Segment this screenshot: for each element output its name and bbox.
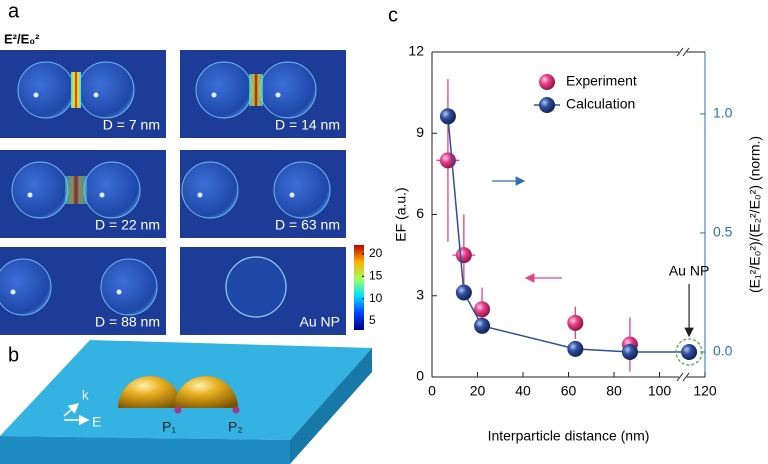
data-point	[455, 284, 472, 301]
particle-field	[0, 258, 52, 316]
hotspot	[10, 289, 16, 295]
hotspot	[116, 289, 122, 295]
particle-field	[259, 61, 317, 119]
y2-axis-label: (E₁²/E₀²)/(E₂²/E₀²) (norm.)	[747, 136, 763, 293]
vector-label: E	[92, 414, 101, 430]
vector-label: k	[82, 387, 89, 402]
legend-label: Calculation	[566, 96, 635, 112]
axis-break	[682, 47, 690, 57]
hotspot	[211, 92, 217, 98]
panel-label: c	[388, 4, 398, 26]
y-axis-label: EF (a.u.)	[393, 187, 409, 241]
legend-label: Experiment	[566, 73, 637, 89]
map-label: Au NP	[300, 314, 340, 330]
particle-field	[100, 258, 158, 316]
y-tick-label: 12	[408, 43, 424, 59]
particle-field	[273, 161, 331, 219]
colorbar-tick-label: 15	[369, 268, 383, 282]
y-tick-label: 0	[416, 368, 424, 384]
panel-label: b	[8, 344, 19, 366]
data-point	[474, 301, 491, 318]
y2-tick-label: 0.5	[713, 224, 733, 240]
hotspot	[275, 92, 281, 98]
particle-field	[77, 61, 135, 119]
axis-break	[676, 372, 684, 382]
particle-field	[195, 61, 253, 119]
hotspot	[197, 192, 203, 198]
y-tick-label: 9	[416, 124, 424, 140]
highlight-ring	[675, 338, 703, 366]
point-label: P₂	[228, 419, 243, 435]
data-point	[455, 247, 472, 264]
nanoparticle	[174, 376, 238, 408]
y-tick-label: 6	[416, 205, 424, 221]
data-point	[567, 340, 584, 357]
chart: 0 20 40 60 80 100 120 0 3 6 9 12 0.0 0.5 1.0 Interparti…	[393, 43, 763, 444]
x-tick-label: 60	[561, 383, 577, 399]
hotspot	[93, 92, 99, 98]
map-label: D = 22 nm	[95, 217, 160, 233]
fit-line	[447, 116, 690, 353]
point-marker	[174, 406, 182, 414]
k-arrow	[63, 403, 80, 417]
y2-tick-label: 0.0	[713, 343, 733, 359]
particle-field	[225, 256, 287, 318]
map-label: D = 7 nm	[103, 117, 160, 133]
x-tick-label: 100	[648, 383, 672, 399]
data-point	[681, 344, 698, 360]
panel-label: a	[8, 0, 20, 22]
x-tick-label: 20	[470, 383, 486, 399]
axis-break	[676, 47, 684, 57]
legend-marker	[539, 74, 555, 90]
substrate-front	[0, 436, 290, 464]
nanoparticle	[118, 376, 182, 408]
particle-field	[17, 61, 75, 119]
particle-field	[11, 161, 69, 219]
annotation: Au NP	[669, 263, 709, 279]
colorbar-tick-label: 10	[369, 291, 383, 305]
map-label: D = 88 nm	[95, 314, 160, 330]
particle-field	[83, 161, 141, 219]
particle-field	[181, 161, 239, 219]
x-axis-label: Interparticle distance (nm)	[488, 428, 650, 444]
y2-tick-label: 1.0	[713, 105, 733, 121]
x-tick-label: 120	[693, 383, 717, 399]
data-point	[567, 314, 584, 331]
point-label: P₁	[162, 419, 176, 435]
data-point	[439, 152, 456, 169]
map-label: D = 63 nm	[275, 217, 340, 233]
hotspot	[99, 192, 105, 198]
axis-break	[682, 372, 690, 382]
x-tick-label: 0	[428, 383, 436, 399]
data-point	[474, 317, 491, 334]
gap-hotspot	[249, 74, 263, 106]
substrate-side	[290, 348, 372, 464]
colorbar-tick-label: 20	[369, 246, 383, 260]
map-label: D = 14 nm	[275, 117, 340, 133]
gap-hotspot	[71, 72, 81, 108]
hotspot	[289, 192, 295, 198]
colorbar-tick-label: 5	[369, 313, 376, 327]
gap-hotspot	[65, 176, 87, 204]
y-tick-label: 3	[416, 286, 424, 302]
data-point	[439, 108, 456, 125]
quantity-label: E²/E₀²	[4, 31, 40, 46]
legend-marker	[539, 97, 555, 113]
data-point	[621, 344, 638, 360]
point-marker	[232, 406, 240, 414]
hotspot	[27, 192, 33, 198]
x-tick-label: 40	[515, 383, 531, 399]
colorbar	[354, 245, 364, 330]
hotspot	[33, 92, 39, 98]
x-tick-label: 80	[606, 383, 622, 399]
